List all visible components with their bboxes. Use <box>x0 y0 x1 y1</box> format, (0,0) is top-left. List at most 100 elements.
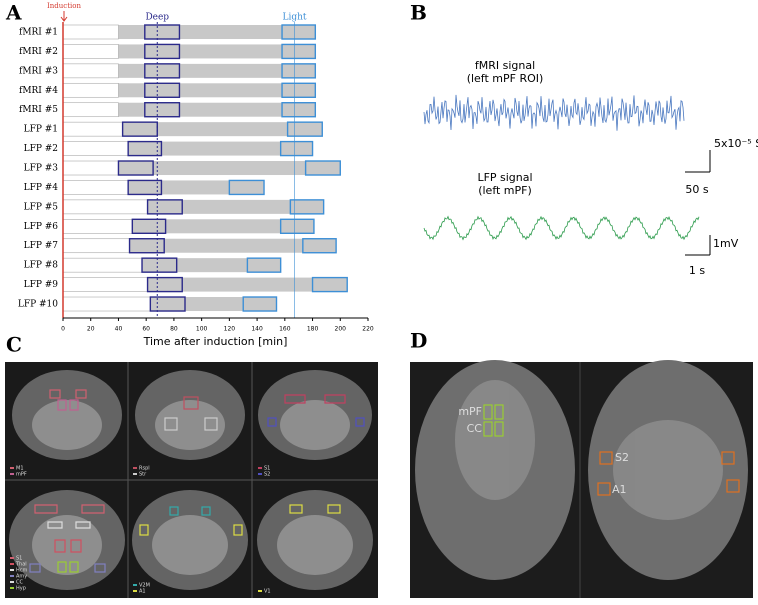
panel-a: Induction Deep Light fMRI #1 fMRI #2 fMRI #3 f… <box>18 2 374 348</box>
light-box <box>281 82 317 98</box>
legend-swatch <box>133 467 137 469</box>
legend-label: mPF <box>16 472 27 478</box>
white-bar <box>62 219 133 234</box>
light-box <box>286 121 323 137</box>
legend-label: S1 <box>264 466 270 472</box>
x-tick-label: 120 <box>224 326 236 333</box>
light-box <box>289 199 325 215</box>
deep-box <box>141 257 178 273</box>
signal-title: LFP signal <box>477 171 532 184</box>
legend-label: S1 <box>16 556 22 562</box>
gray-bar <box>147 199 324 214</box>
legend-label: Rspl <box>139 466 150 472</box>
light-box <box>281 63 317 79</box>
legend-swatch <box>258 473 262 475</box>
legend-swatch <box>10 575 14 577</box>
legend-label: Str <box>139 472 147 478</box>
x-axis-label: Time after induction [min] <box>143 335 288 348</box>
row-label: LFP #1 <box>24 125 58 135</box>
signal-subtitle: (left mPF ROI) <box>467 72 544 85</box>
deep-label: Deep <box>145 13 169 23</box>
deep-box <box>149 296 186 312</box>
legend-swatch <box>258 590 262 592</box>
light-box <box>304 160 341 176</box>
deep-box <box>146 199 183 215</box>
x-tick-label: 160 <box>279 326 291 333</box>
legend-swatch <box>258 467 262 469</box>
panel-d: mPF CC S2 A1 <box>410 360 753 598</box>
legend-swatch <box>133 584 137 586</box>
arrow <box>60 11 68 22</box>
white-bar <box>62 24 119 40</box>
deep-box <box>121 121 158 137</box>
legend-swatch <box>10 467 14 469</box>
gray-bar <box>118 83 316 98</box>
legend-label: Hyp <box>16 586 26 592</box>
white-bar <box>62 238 130 254</box>
panel-b: fMRI signal (left mPF ROI) 5x10⁻⁵ SI 50 … <box>423 59 758 277</box>
white-bar <box>62 102 119 118</box>
white-bar <box>62 63 119 79</box>
fmri-trace <box>423 94 685 131</box>
row-label: LFP #9 <box>24 280 59 290</box>
light-box <box>302 238 337 254</box>
light-box <box>279 140 314 157</box>
panel-label: B <box>410 1 427 25</box>
row-label: LFP #10 <box>18 300 58 310</box>
light-box <box>228 179 265 196</box>
legend-label: Hcm <box>16 568 28 574</box>
row-label: LFP #7 <box>24 241 59 251</box>
gray-bar <box>128 141 313 156</box>
roi-label: CC <box>467 422 483 435</box>
gray-bar <box>122 122 323 137</box>
x-tick-label: 80 <box>170 326 178 333</box>
gray-bar <box>129 238 337 253</box>
gray-bar <box>118 44 316 59</box>
x-tick-label: 40 <box>115 326 123 333</box>
light-box <box>242 296 278 312</box>
row-label: fMRI #2 <box>19 47 58 57</box>
panel-label: A <box>5 1 22 25</box>
scale-bar <box>685 150 711 173</box>
gray-bar <box>118 63 316 78</box>
legend-swatch <box>10 473 14 475</box>
row-label: LFP #8 <box>24 261 59 271</box>
roi-label: mPF <box>458 405 482 418</box>
light-box <box>281 43 317 60</box>
deep-box <box>127 140 163 157</box>
signal-subtitle: (left mPF) <box>478 184 532 197</box>
white-bar <box>62 296 151 312</box>
legend-label: Thal <box>15 562 27 568</box>
deep-box <box>127 179 163 196</box>
gray-bar <box>142 258 281 273</box>
x-tick-label: 140 <box>251 326 263 333</box>
deep-box <box>117 160 154 176</box>
deep-box <box>144 102 181 118</box>
gray-bar <box>150 297 277 312</box>
x-tick-label: 180 <box>307 326 319 333</box>
white-bar <box>62 44 119 59</box>
x-tick-label: 60 <box>142 326 150 333</box>
legend-label: V2M <box>139 583 150 589</box>
light-box <box>311 276 348 293</box>
x-tick-label: 200 <box>335 326 347 333</box>
legend-label: V1 <box>264 589 271 595</box>
light-box <box>281 24 317 40</box>
gray-bar <box>147 277 348 292</box>
deep-box <box>128 238 165 254</box>
scale-label: 1mV <box>713 237 739 250</box>
panel-label: D <box>410 329 427 353</box>
row-label: LFP #3 <box>24 164 59 174</box>
light-label: Light <box>283 13 307 23</box>
legend-swatch <box>133 590 137 592</box>
legend-swatch <box>10 557 14 559</box>
white-bar <box>62 82 119 98</box>
white-bar <box>62 160 119 176</box>
gray-bar <box>118 102 316 117</box>
scale-label: 1 s <box>689 264 705 277</box>
signal-title: fMRI signal <box>475 59 535 72</box>
light-box <box>281 102 317 118</box>
deep-box <box>144 82 181 98</box>
white-bar <box>62 141 129 156</box>
deep-box <box>144 43 181 60</box>
